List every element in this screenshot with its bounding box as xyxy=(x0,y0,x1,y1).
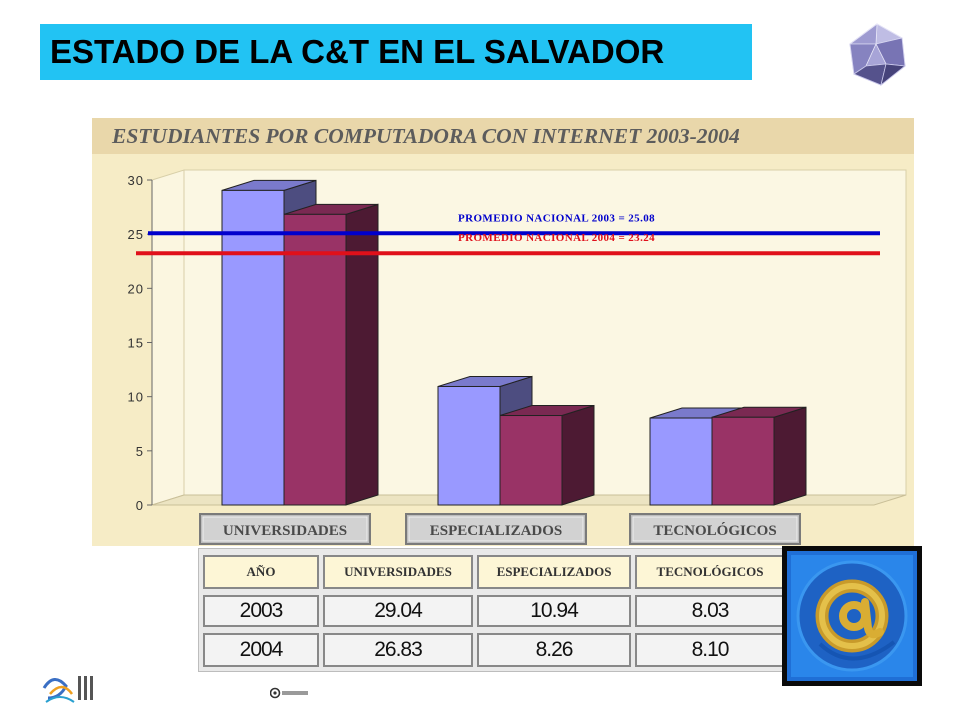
category-label: ESPECIALIZADOS xyxy=(430,523,563,539)
bar-tecnológicos-series-1 xyxy=(711,416,775,506)
at-sign-icon xyxy=(782,546,922,686)
y-tick-label: 10 xyxy=(128,390,144,405)
slide-title: ESTADO DE LA C&T EN EL SALVADOR xyxy=(40,24,752,80)
bar-universidades-series-1 xyxy=(283,213,347,506)
table-header-universidades: UNIVERSIDADES xyxy=(323,555,473,589)
table-cell-especializados-2004: 8.26 xyxy=(477,633,631,667)
reference-line-label-0: PROMEDIO NACIONAL 2003 = 25.08 xyxy=(458,212,655,224)
bar-tecnológicos-series-0 xyxy=(649,417,713,506)
y-tick-label: 15 xyxy=(128,336,144,351)
institution-logo-icon xyxy=(42,676,93,703)
bar-universidades-series-0 xyxy=(221,189,285,506)
chart-title: ESTUDIANTES POR COMPUTADORA CON INTERNET… xyxy=(112,124,740,148)
category-label-inner xyxy=(408,516,584,542)
table-cell-tecnologicos-2004: 8.10 xyxy=(635,633,785,667)
bar-side xyxy=(773,406,807,506)
reference-line-label-1: PROMEDIO NACIONAL 2004 = 23.24 xyxy=(458,232,655,244)
y-tick-label: 5 xyxy=(136,444,144,459)
bar-side xyxy=(345,203,379,506)
category-label-inner xyxy=(632,516,798,542)
chart-title-band xyxy=(92,118,914,154)
y-tick-label: 25 xyxy=(128,227,144,242)
small-logo-icon xyxy=(270,687,308,699)
bar-especializados-series-0 xyxy=(437,385,501,506)
category-label-inner xyxy=(202,516,368,542)
y-tick-label: 20 xyxy=(128,281,144,296)
bar-side xyxy=(561,404,595,506)
table-cell-tecnologicos-2003: 8.03 xyxy=(635,595,785,627)
bar-especializados-series-1 xyxy=(499,415,563,506)
y-tick-label: 0 xyxy=(136,498,144,513)
table-header-tecnologicos: TECNOLÓGICOS xyxy=(635,555,785,589)
category-label: UNIVERSIDADES xyxy=(223,523,347,539)
table-cell-especializados-2003: 10.94 xyxy=(477,595,631,627)
table-cell-year-2004: 2004 xyxy=(203,633,319,667)
y-tick-label: 30 xyxy=(128,173,144,188)
table-cell-universidades-2003: 29.04 xyxy=(323,595,473,627)
table-cell-year-2003: 2003 xyxy=(203,595,319,627)
polyhedron-gem-icon xyxy=(848,23,907,87)
data-table: AÑO UNIVERSIDADES ESPECIALIZADOS TECNOLÓ… xyxy=(198,548,788,672)
chart-side-wall xyxy=(151,169,185,506)
table-cell-universidades-2004: 26.83 xyxy=(323,633,473,667)
category-label: TECNOLÓGICOS xyxy=(653,522,776,539)
table-header-year: AÑO xyxy=(203,555,319,589)
table-header-especializados: ESPECIALIZADOS xyxy=(477,555,631,589)
